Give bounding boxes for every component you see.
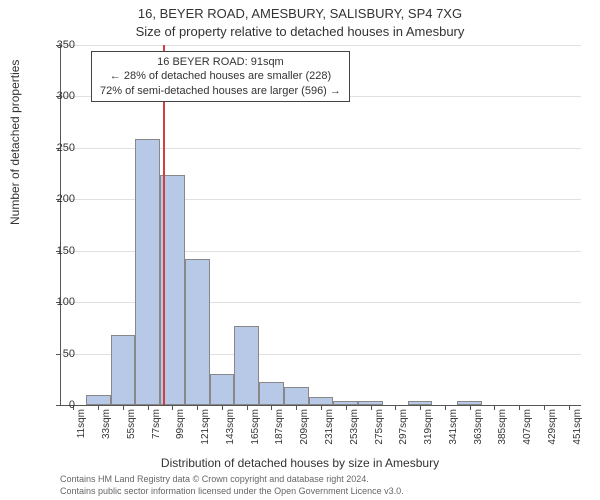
bar [284, 387, 309, 406]
xtick-label: 407sqm [522, 409, 533, 459]
ytick-label: 250 [45, 142, 75, 154]
ytick-label: 150 [45, 245, 75, 257]
xtick-label: 429sqm [547, 409, 558, 459]
xtick-mark [420, 405, 421, 410]
ytick-label: 0 [45, 399, 75, 411]
xtick-mark [321, 405, 322, 410]
xtick-mark [371, 405, 372, 410]
page-title-line2: Size of property relative to detached ho… [0, 24, 600, 39]
xtick-mark [346, 405, 347, 410]
xtick-label: 341sqm [448, 409, 459, 459]
xtick-mark [494, 405, 495, 410]
xtick-mark [98, 405, 99, 410]
ytick-label: 50 [45, 348, 75, 360]
xtick-mark [271, 405, 272, 410]
xtick-label: 275sqm [374, 409, 385, 459]
xtick-mark [222, 405, 223, 410]
xtick-mark [172, 405, 173, 410]
plot-area: 16 BEYER ROAD: 91sqm ← 28% of detached h… [60, 45, 581, 406]
bar [86, 395, 111, 405]
xtick-mark [148, 405, 149, 410]
ytick-label: 100 [45, 296, 75, 308]
xtick-mark [395, 405, 396, 410]
bar [309, 397, 334, 405]
footer-line2: Contains public sector information licen… [60, 486, 404, 496]
xtick-mark [247, 405, 248, 410]
xtick-label: 187sqm [274, 409, 285, 459]
xtick-label: 209sqm [299, 409, 310, 459]
chart-container: 16, BEYER ROAD, AMESBURY, SALISBURY, SP4… [0, 0, 600, 500]
ytick-label: 300 [45, 90, 75, 102]
x-axis-label: Distribution of detached houses by size … [0, 456, 600, 470]
xtick-label: 165sqm [250, 409, 261, 459]
bar [111, 335, 136, 405]
bar [234, 326, 259, 405]
bar [135, 139, 160, 405]
xtick-mark [470, 405, 471, 410]
xtick-mark [445, 405, 446, 410]
footer-line1: Contains HM Land Registry data © Crown c… [60, 474, 369, 484]
xtick-label: 33sqm [101, 409, 112, 459]
xtick-label: 11sqm [76, 409, 87, 459]
xtick-mark [197, 405, 198, 410]
xtick-mark [569, 405, 570, 410]
gridline [61, 45, 581, 46]
bar [259, 382, 284, 405]
xtick-label: 363sqm [473, 409, 484, 459]
xtick-label: 253sqm [349, 409, 360, 459]
xtick-label: 385sqm [497, 409, 508, 459]
bar [185, 259, 210, 405]
bar [210, 374, 235, 405]
info-line2: ← 28% of detached houses are smaller (22… [100, 69, 341, 83]
xtick-label: 451sqm [572, 409, 583, 459]
xtick-mark [123, 405, 124, 410]
y-axis-label: Number of detached properties [8, 60, 22, 225]
info-box: 16 BEYER ROAD: 91sqm ← 28% of detached h… [91, 51, 350, 102]
info-line1: 16 BEYER ROAD: 91sqm [100, 55, 341, 69]
xtick-mark [519, 405, 520, 410]
xtick-mark [296, 405, 297, 410]
xtick-label: 55sqm [126, 409, 137, 459]
xtick-label: 77sqm [151, 409, 162, 459]
xtick-label: 231sqm [324, 409, 335, 459]
xtick-label: 99sqm [175, 409, 186, 459]
xtick-label: 121sqm [200, 409, 211, 459]
info-line3: 72% of semi-detached houses are larger (… [100, 84, 341, 98]
xtick-label: 319sqm [423, 409, 434, 459]
page-title-line1: 16, BEYER ROAD, AMESBURY, SALISBURY, SP4… [0, 6, 600, 21]
xtick-label: 297sqm [398, 409, 409, 459]
xtick-label: 143sqm [225, 409, 236, 459]
ytick-label: 350 [45, 39, 75, 51]
xtick-mark [544, 405, 545, 410]
ytick-label: 200 [45, 193, 75, 205]
